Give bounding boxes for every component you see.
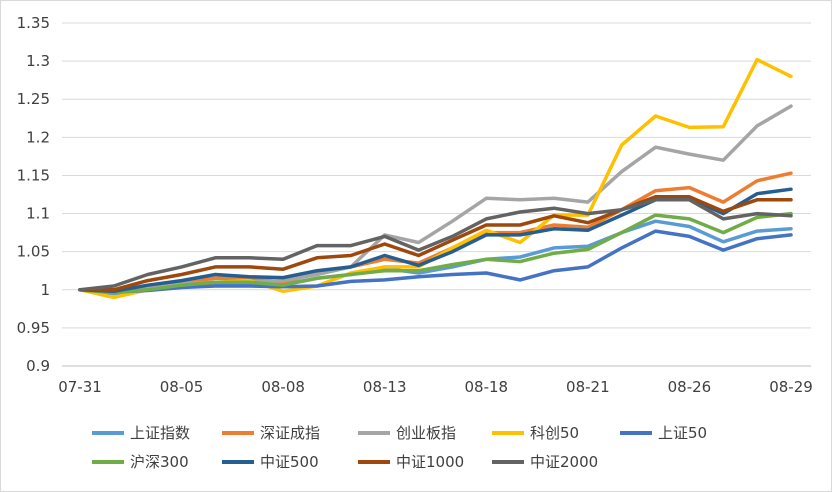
y-axis-tick-labels: 0.9 0.95 1 1.05 1.1 1.15 1.2 1.25 1.3 1.35 xyxy=(17,14,50,375)
x-tick-label: 08-13 xyxy=(363,378,407,396)
legend-label: 中证1000 xyxy=(396,453,464,471)
legend-label: 上证50 xyxy=(658,424,707,442)
x-axis-tick-labels: 07-31 08-05 08-08 08-13 08-18 08-21 08-26 08-29 xyxy=(58,378,813,396)
x-tick-label: 08-26 xyxy=(668,378,712,396)
legend-label: 中证2000 xyxy=(530,453,598,471)
y-tick-label: 1.35 xyxy=(17,14,50,32)
y-tick-label: 1.05 xyxy=(17,243,50,261)
legend-label: 科创50 xyxy=(530,424,579,442)
series-line xyxy=(78,229,793,294)
legend-label: 深证成指 xyxy=(260,424,320,442)
series-line xyxy=(78,57,793,300)
x-tick-label: 08-18 xyxy=(464,378,508,396)
legend: 上证指数 深证成指 创业板指 科创50 上证50 沪深300 中证500 中证1000 中证20… xyxy=(92,424,707,471)
legend-label: 沪深300 xyxy=(130,453,189,471)
series-line xyxy=(78,211,793,295)
y-tick-label: 1.15 xyxy=(17,166,50,184)
legend-label: 上证指数 xyxy=(130,424,190,442)
series-lines xyxy=(78,57,793,300)
series-line xyxy=(78,195,793,292)
x-tick-label: 08-08 xyxy=(261,378,305,396)
y-tick-label: 1 xyxy=(40,281,50,299)
x-tick-label: 07-31 xyxy=(58,378,102,396)
series-line xyxy=(78,198,793,292)
gridlines xyxy=(62,22,811,329)
y-tick-label: 1.1 xyxy=(26,205,50,223)
x-tick-label: 08-21 xyxy=(566,378,610,396)
x-tick-label: 08-29 xyxy=(769,378,813,396)
y-tick-label: 1.2 xyxy=(26,128,50,146)
y-tick-label: 0.95 xyxy=(17,319,50,337)
y-tick-label: 0.9 xyxy=(26,357,50,375)
legend-label: 创业板指 xyxy=(396,424,456,442)
legend-label: 中证500 xyxy=(260,453,319,471)
x-tick-label: 08-05 xyxy=(160,378,204,396)
y-tick-label: 1.3 xyxy=(26,52,50,70)
y-tick-label: 1.25 xyxy=(17,90,50,108)
